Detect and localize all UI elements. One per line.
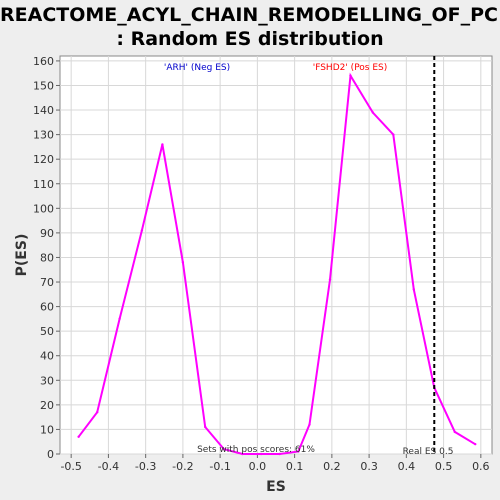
data-point <box>392 133 395 136</box>
plot-area <box>59 55 493 455</box>
data-point <box>140 229 144 232</box>
data-point <box>349 74 352 77</box>
x-axis-label: ES <box>266 479 286 495</box>
data-point <box>222 447 226 451</box>
x-tick-label: -0.2 <box>172 460 193 473</box>
x-tick-label: 0.0 <box>249 460 267 473</box>
data-point <box>278 452 281 456</box>
data-point <box>77 435 80 439</box>
y-tick-label: 80 <box>40 251 54 264</box>
x-tick-label: -0.4 <box>98 460 119 473</box>
annotations-group: 'ARH' (Neg ES) 'FSHD2' (Pos ES) Sets with … <box>164 56 454 457</box>
data-point <box>241 452 244 456</box>
y-axis-label: P(ES) <box>14 234 30 277</box>
y-tick-label: 0 <box>47 448 54 461</box>
data-point <box>118 317 121 321</box>
x-axis-ticks: -0.5 -0.4 -0.3 -0.2 -0.1 0.0 0.1 0.2 0.3 0.4 0.5 0.… <box>60 454 490 473</box>
y-axis-ticks: 0 10 20 30 40 50 60 70 80 90 100 110 120 130 140 150 160 <box>33 55 60 461</box>
series-group <box>77 72 477 456</box>
data-point <box>181 261 185 264</box>
chart-title-line1: REACTOME_ACYL_CHAIN_REMODELLING_OF_PC <box>0 4 498 26</box>
real-es-label: Real ES 0.5 <box>403 447 454 457</box>
y-tick-label: 70 <box>40 276 54 289</box>
data-point <box>204 425 207 429</box>
y-tick-label: 160 <box>33 55 54 68</box>
y-tick-label: 150 <box>33 79 54 92</box>
y-tick-label: 90 <box>40 227 54 240</box>
data-point <box>328 278 332 281</box>
x-tick-label: 0.6 <box>472 460 490 473</box>
data-point <box>474 442 477 446</box>
x-tick-label: 0.5 <box>435 460 453 473</box>
y-tick-label: 10 <box>40 423 54 436</box>
x-tick-label: -0.3 <box>135 460 156 473</box>
y-tick-label: 140 <box>33 104 54 117</box>
y-tick-label: 60 <box>40 301 54 314</box>
x-tick-label: -0.1 <box>209 460 230 473</box>
y-tick-label: 20 <box>40 399 54 412</box>
x-tick-label: 0.2 <box>323 460 341 473</box>
grid-lines <box>60 56 492 455</box>
data-point <box>412 288 415 291</box>
data-point <box>161 143 164 146</box>
y-tick-label: 110 <box>33 178 54 191</box>
data-point <box>259 452 263 456</box>
x-tick-label: 0.3 <box>360 460 378 473</box>
x-tick-label: 0.4 <box>398 460 416 473</box>
data-point <box>96 411 99 414</box>
y-tick-label: 120 <box>33 153 54 166</box>
pos-es-label: 'FSHD2' (Pos ES) <box>313 63 388 73</box>
y-tick-label: 130 <box>33 129 54 142</box>
x-tick-label: 0.1 <box>286 460 304 473</box>
data-point <box>297 450 300 453</box>
data-point <box>453 430 456 434</box>
y-tick-label: 40 <box>40 350 54 363</box>
y-tick-label: 100 <box>33 202 54 215</box>
x-tick-label: -0.5 <box>60 460 81 473</box>
neg-es-label: 'ARH' (Neg ES) <box>164 63 230 73</box>
chart-title-line2: : Random ES distribution <box>116 28 384 50</box>
y-tick-label: 50 <box>40 325 54 338</box>
pos-scores-label: Sets with pos scores: 61% <box>197 445 315 455</box>
data-point <box>371 111 375 114</box>
y-tick-label: 30 <box>40 374 54 387</box>
data-point <box>308 423 311 426</box>
